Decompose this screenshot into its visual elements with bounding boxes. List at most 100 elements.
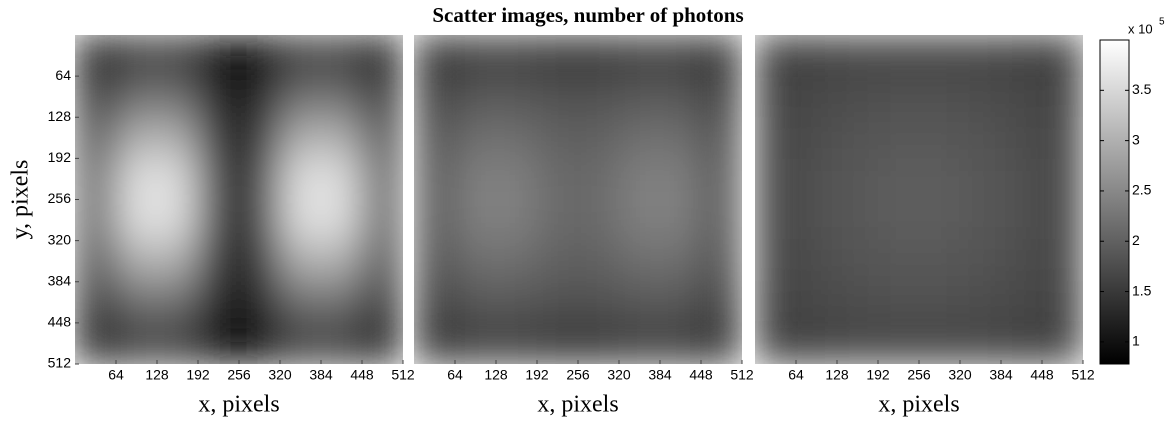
heat-cell: [320, 322, 363, 364]
heat-cell: [700, 199, 742, 242]
heat-cell: [959, 75, 1002, 118]
heat-cell: [795, 240, 838, 283]
heat-cell: [238, 157, 281, 200]
heat-cell: [279, 75, 322, 118]
colorbar-tick-label: 3: [1132, 131, 1140, 147]
heat-cell: [454, 157, 497, 200]
heat-cell: [75, 240, 117, 283]
heat-cell: [361, 240, 403, 283]
heat-cell: [877, 199, 920, 242]
y-tick-label: 256: [48, 190, 72, 206]
heat-cell: [279, 35, 322, 77]
x-tick-label: 448: [689, 367, 713, 383]
heat-cell: [659, 157, 702, 200]
heat-cell: [495, 322, 538, 364]
heat-cell: [414, 281, 456, 324]
heat-cell: [156, 240, 199, 283]
heat-cell: [115, 281, 158, 324]
x-tick-label: 384: [309, 367, 333, 383]
heat-cell: [755, 116, 797, 159]
heat-cell: [197, 157, 240, 200]
heat-cell: [361, 35, 403, 77]
heat-cell: [659, 322, 702, 364]
heat-cell: [454, 35, 497, 77]
y-tick-label: 64: [55, 67, 71, 83]
heat-cell: [1000, 240, 1043, 283]
heat-cell: [1041, 240, 1083, 283]
heat-cell: [238, 281, 281, 324]
heat-cell: [279, 116, 322, 159]
heat-cell: [414, 35, 456, 77]
heat-cell: [795, 116, 838, 159]
heat-cell: [361, 281, 403, 324]
heat-cell: [320, 157, 363, 200]
heat-cell: [836, 322, 879, 364]
heat-cell: [1041, 199, 1083, 242]
heat-cell: [454, 322, 497, 364]
heat-cell: [238, 116, 281, 159]
heat-cell: [795, 157, 838, 200]
heat-cell: [495, 240, 538, 283]
heat-cell: [700, 157, 742, 200]
heat-cell: [1000, 116, 1043, 159]
heat-cell: [495, 116, 538, 159]
x-tick-label: 256: [227, 367, 251, 383]
heat-cell: [197, 116, 240, 159]
heat-cell: [577, 199, 620, 242]
heat-cell: [918, 35, 961, 77]
heat-cell: [361, 157, 403, 200]
heat-cell: [877, 240, 920, 283]
colorbar-multiplier: x 10: [1128, 21, 1153, 36]
heat-cell: [495, 75, 538, 118]
x-tick-label: 192: [186, 367, 210, 383]
heat-cell: [454, 116, 497, 159]
heat-cell: [877, 281, 920, 324]
heat-cell: [361, 116, 403, 159]
heat-cell: [320, 240, 363, 283]
heat-cell: [1000, 322, 1043, 364]
heat-cell: [918, 75, 961, 118]
heatmap-cells: [75, 35, 403, 364]
x-tick-label: 320: [268, 367, 292, 383]
heat-cell: [75, 35, 117, 77]
heat-cell: [795, 199, 838, 242]
chart-title: Scatter images, number of photons: [432, 3, 743, 27]
heat-cell: [197, 199, 240, 242]
heat-cell: [700, 281, 742, 324]
heat-cell: [536, 240, 579, 283]
heat-cell: [1000, 281, 1043, 324]
heatmap: [75, 35, 403, 364]
heat-cell: [156, 281, 199, 324]
heat-cell: [918, 281, 961, 324]
heat-cell: [1041, 157, 1083, 200]
heat-cell: [361, 75, 403, 118]
heat-cell: [836, 240, 879, 283]
heat-cell: [618, 199, 661, 242]
heat-cell: [361, 322, 403, 364]
x-tick-label: 512: [730, 367, 754, 383]
heat-cell: [414, 322, 456, 364]
heat-cell: [959, 322, 1002, 364]
heat-cell: [238, 199, 281, 242]
colorbar-tick-label: 1.5: [1132, 282, 1152, 298]
heat-cell: [877, 75, 920, 118]
heat-cell: [156, 157, 199, 200]
heat-cell: [156, 35, 199, 77]
heat-cell: [918, 157, 961, 200]
heat-cell: [1041, 35, 1083, 77]
heat-cell: [959, 199, 1002, 242]
heat-cell: [238, 75, 281, 118]
heat-cell: [618, 240, 661, 283]
heatmap-cells: [755, 35, 1083, 364]
heat-cell: [197, 35, 240, 77]
heat-cell: [156, 322, 199, 364]
heat-cell: [115, 35, 158, 77]
heat-cell: [918, 322, 961, 364]
heat-cell: [495, 281, 538, 324]
heat-cell: [577, 240, 620, 283]
heat-cell: [959, 35, 1002, 77]
heat-cell: [755, 281, 797, 324]
heat-cell: [238, 322, 281, 364]
heat-cell: [659, 35, 702, 77]
